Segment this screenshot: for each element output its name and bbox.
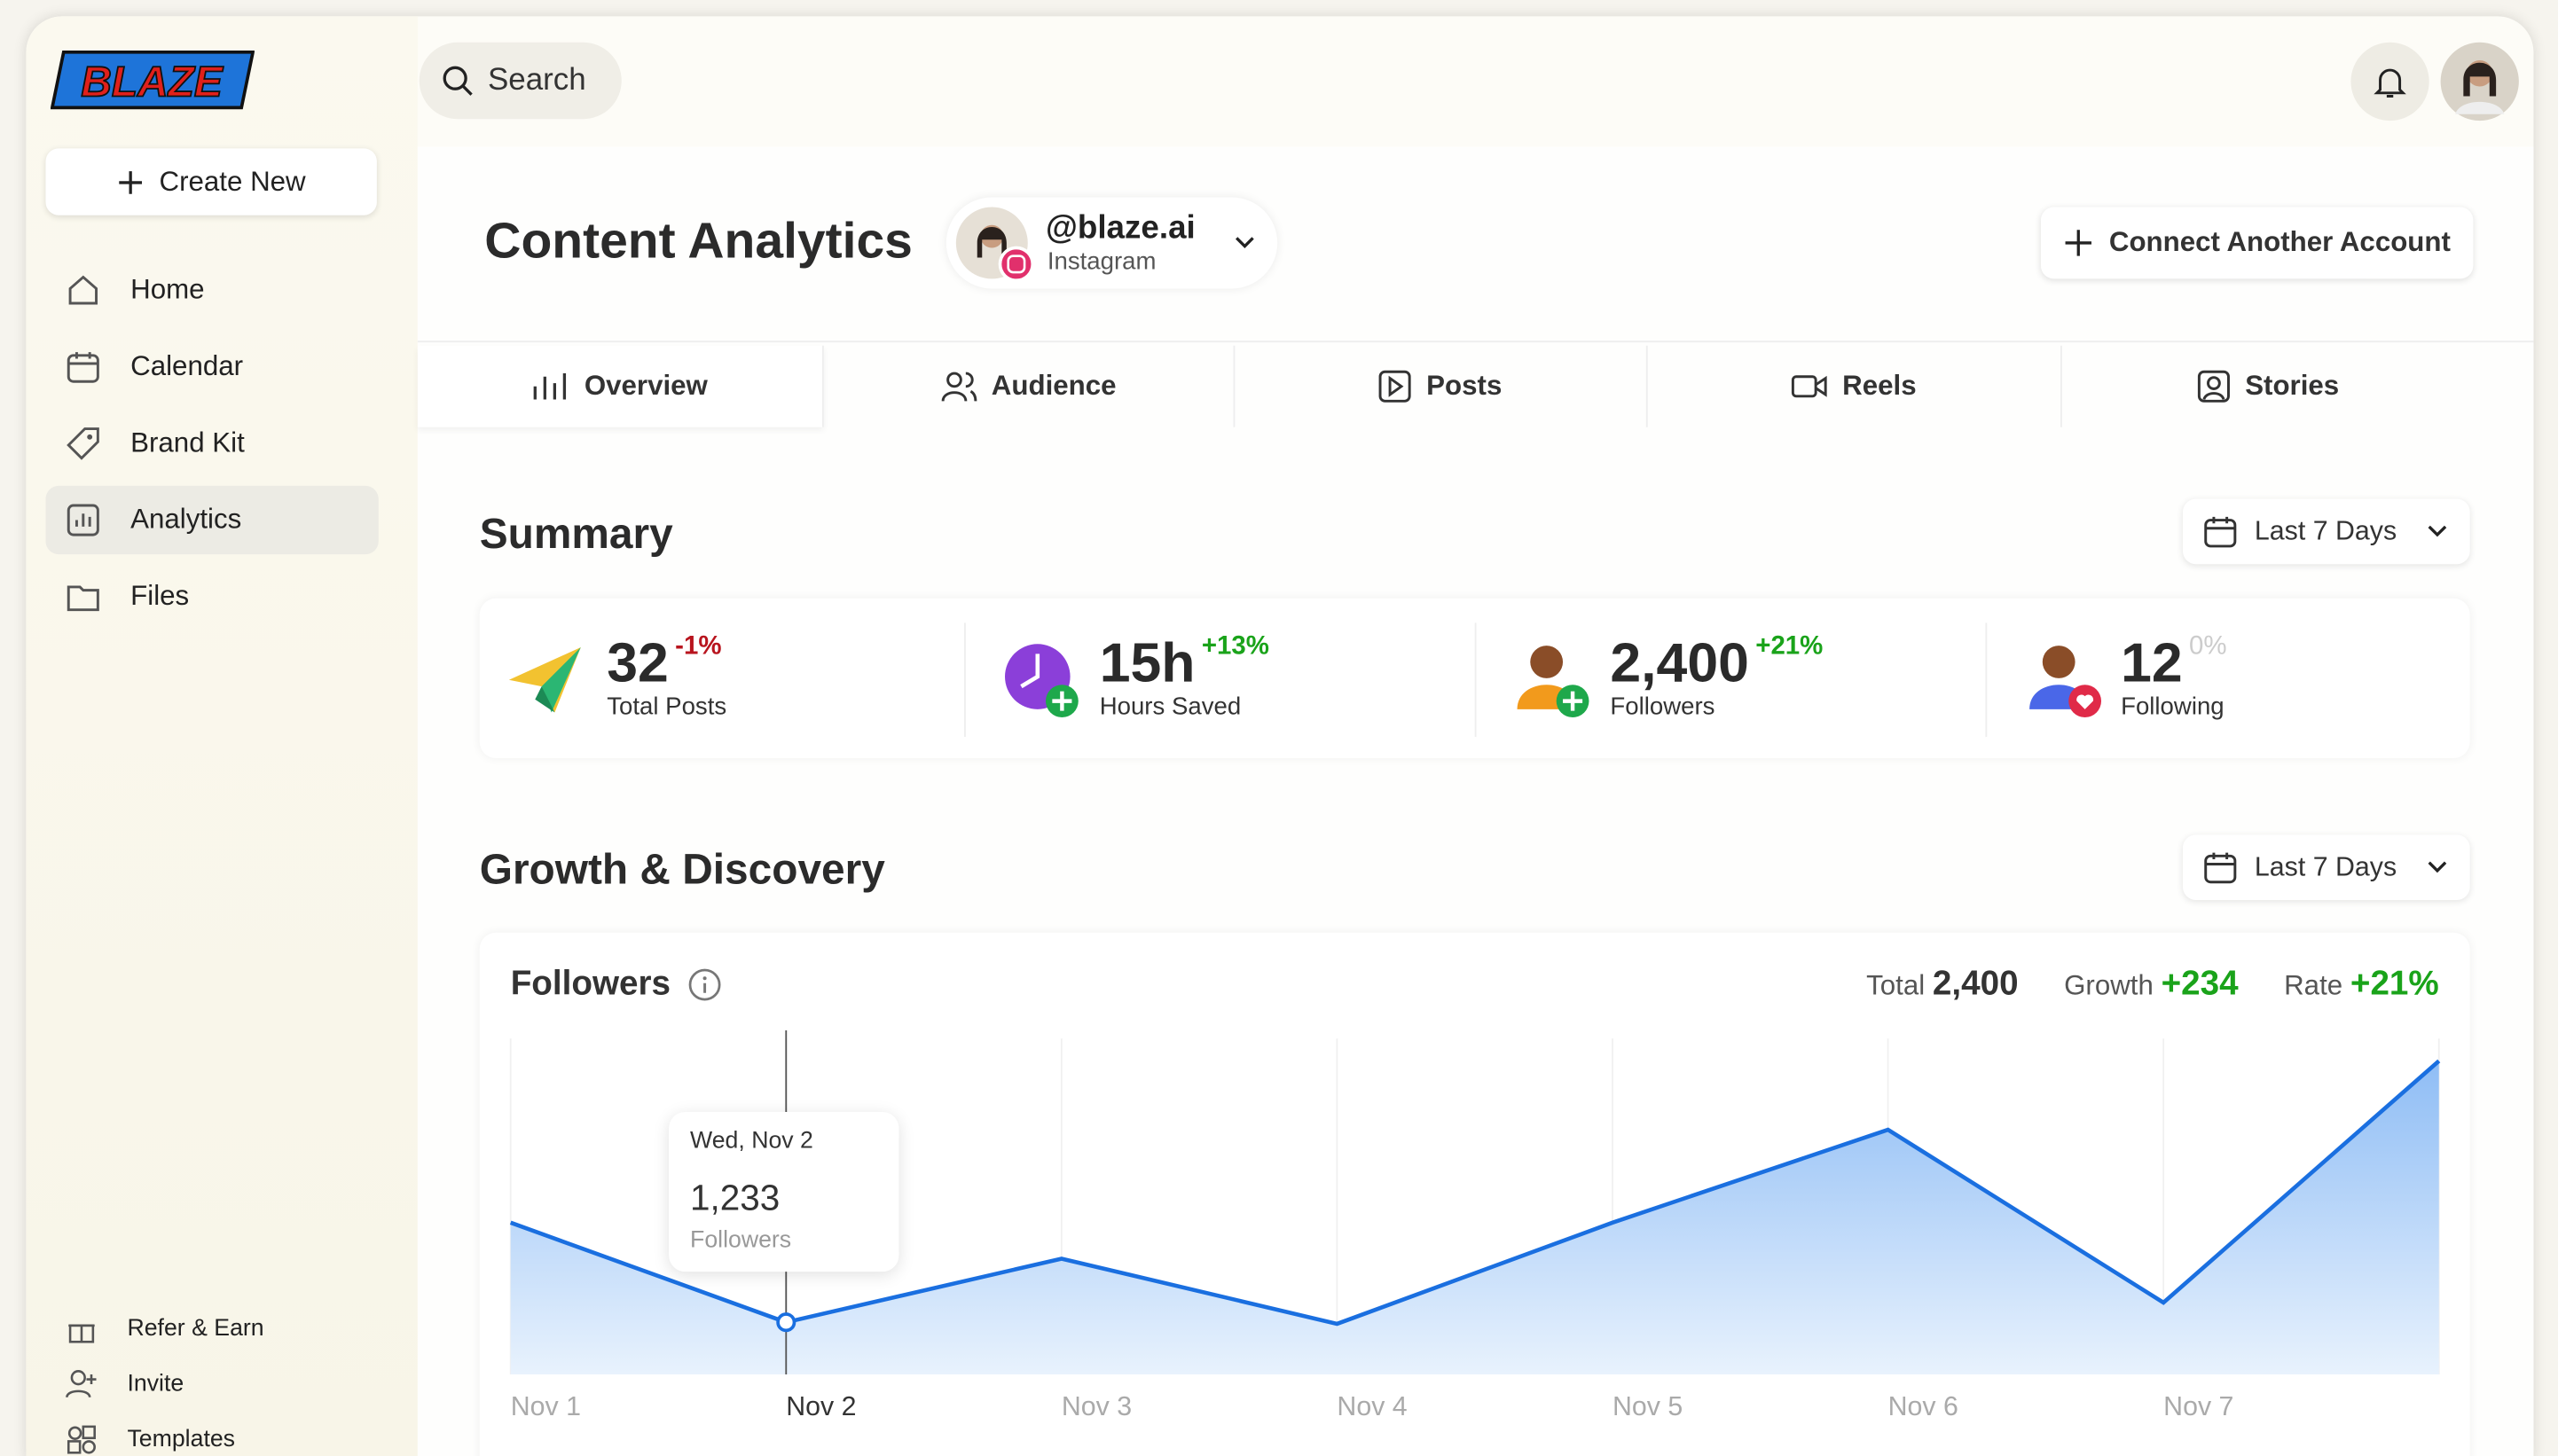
tab-label: Stories <box>2245 370 2340 402</box>
stat-change: 0% <box>2189 632 2227 661</box>
user-avatar[interactable] <box>2439 41 2521 122</box>
followers-chart: Nov 1 Nov 2 Nov 3 Nov 4 Nov 5 Nov 6 Nov 7 <box>509 1030 2441 1421</box>
stat-value: +21% <box>2350 965 2439 1003</box>
stat: 12 0% Following <box>2121 632 2226 720</box>
nav-analytics[interactable]: Analytics <box>45 485 379 555</box>
stat: 2,400 +21% Followers <box>1610 632 1823 720</box>
search-placeholder: Search <box>487 62 586 98</box>
notifications-button[interactable] <box>2350 42 2429 121</box>
tab-label: Overview <box>584 370 708 402</box>
connect-label: Connect Another Account <box>2108 226 2451 258</box>
tooltip-date: Wed, Nov 2 <box>690 1128 813 1155</box>
nav-label: Calendar <box>130 350 244 382</box>
templates-link[interactable]: Templates <box>46 1415 236 1456</box>
nav-label: Files <box>130 580 190 612</box>
x-tick-label: Nov 6 <box>1888 1392 1958 1421</box>
nav-label: Analytics <box>130 504 242 536</box>
stat-label: Total Posts <box>607 693 727 721</box>
footer-label: Templates <box>127 1426 236 1453</box>
stat-label: Growth <box>2064 970 2154 1001</box>
nav-label: Brand Kit <box>130 427 245 458</box>
stat: 32 -1% Total Posts <box>607 632 726 720</box>
series-line <box>509 1059 2441 1327</box>
following-icon <box>2029 646 2102 718</box>
create-new-button[interactable]: Create New <box>45 148 377 215</box>
x-tick-label: Nov 5 <box>1612 1392 1683 1421</box>
x-tick-label: Nov 1 <box>511 1392 581 1421</box>
divider <box>417 341 2534 343</box>
nav-label: Home <box>130 273 205 305</box>
hover-point <box>776 1312 796 1333</box>
logo-text: BLAZE <box>81 59 224 106</box>
logo: BLAZE <box>51 50 255 110</box>
range-selector[interactable]: Last 7 Days <box>2182 498 2470 565</box>
chart-stats: Total 2,400 Growth +234 Rate +21% <box>1866 966 2439 1005</box>
nav-brand-kit[interactable]: Brand Kit <box>46 410 379 478</box>
range-label: Last 7 Days <box>2254 851 2397 881</box>
stat-label: Hours Saved <box>1099 693 1242 721</box>
followers-icon <box>1517 646 1589 718</box>
stat-value: 32 <box>607 632 669 695</box>
tab-reels[interactable]: Reels <box>1646 345 2062 427</box>
section-title: Summary <box>479 508 673 558</box>
search-box[interactable]: Search <box>419 42 622 120</box>
x-tick-label: Nov 4 <box>1337 1392 1407 1421</box>
invite-link[interactable]: Invite <box>46 1359 184 1408</box>
range-selector[interactable]: Last 7 Days <box>2182 834 2470 900</box>
section-title: Growth & Discovery <box>479 844 885 894</box>
stat-value: 15h <box>1099 632 1196 695</box>
create-new-label: Create New <box>159 165 306 197</box>
stat-value: 2,400 <box>1932 965 2019 1003</box>
refer-link[interactable]: Refer & Earn <box>46 1304 264 1353</box>
x-tick-label: Nov 7 <box>2163 1392 2233 1421</box>
tab-overview[interactable]: Overview <box>417 345 824 427</box>
chevron <box>1236 237 1254 248</box>
tab-label: Reels <box>1842 370 1917 402</box>
stat-label: Followers <box>1610 693 1715 721</box>
footer-label: Invite <box>127 1371 184 1397</box>
account-handle: @blaze.ai <box>1045 210 1196 247</box>
stat-label: Rate <box>2284 970 2343 1001</box>
range-label: Last 7 Days <box>2254 515 2397 546</box>
stat-change: -1% <box>675 632 722 661</box>
page-title: Content Analytics <box>484 212 913 270</box>
footer-label: Refer & Earn <box>127 1315 264 1342</box>
nav-home[interactable]: Home <box>46 256 379 325</box>
tab-posts[interactable]: Posts <box>1234 345 1648 427</box>
stat-change: +13% <box>1201 632 1269 661</box>
connect-account-button[interactable]: Connect Another Account <box>2040 207 2474 279</box>
stat-value: 2,400 <box>1610 632 1749 695</box>
chart-header: Followers <box>511 966 723 1005</box>
x-tick-label: Nov 2 <box>786 1392 856 1421</box>
stat-value: 12 <box>2121 632 2183 695</box>
posts-icon <box>508 646 581 713</box>
sidebar <box>26 16 418 1456</box>
account-avatar <box>955 207 1035 283</box>
stat-change: +21% <box>1755 632 1824 661</box>
tab-label: Audience <box>991 370 1117 402</box>
stat-label: Total <box>1866 970 1926 1001</box>
account-platform: Instagram <box>1047 247 1157 276</box>
stat: 15h +13% Hours Saved <box>1100 632 1269 720</box>
hours-icon <box>1005 644 1079 718</box>
area-fill <box>510 1061 2439 1375</box>
tooltip-value: 1,233 <box>690 1177 781 1218</box>
nav-files[interactable]: Files <box>46 562 379 630</box>
tab-label: Posts <box>1426 370 1503 402</box>
tooltip: Wed, Nov 2 1,233 Followers <box>669 1111 899 1272</box>
x-tick-label: Nov 3 <box>1062 1392 1132 1421</box>
stat-value: +234 <box>2161 965 2239 1003</box>
stat-label: Following <box>2121 693 2225 721</box>
tab-audience[interactable]: Audience <box>822 345 1236 427</box>
nav-calendar[interactable]: Calendar <box>46 333 379 401</box>
tooltip-caption: Followers <box>690 1227 792 1254</box>
chart-title: Followers <box>510 965 671 1003</box>
tab-stories[interactable]: Stories <box>2060 346 2475 427</box>
